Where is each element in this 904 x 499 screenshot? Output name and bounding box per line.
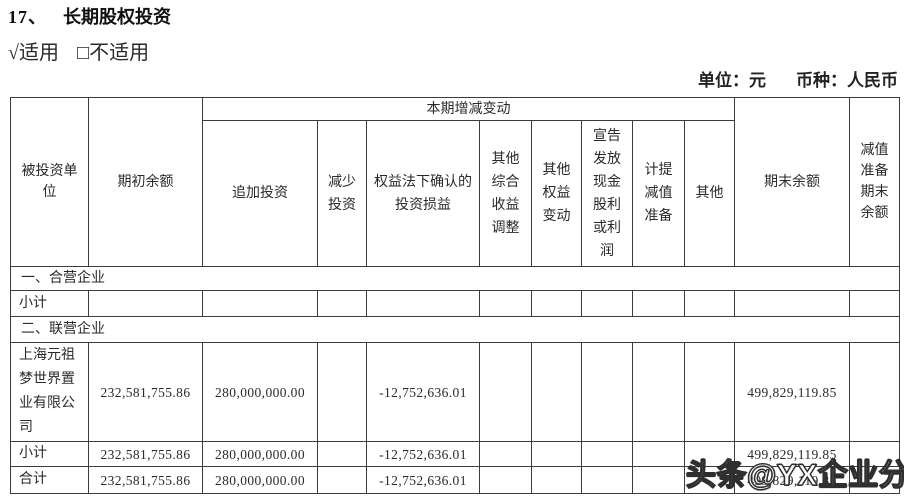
jv-subtotal-impairment-closing bbox=[849, 290, 900, 317]
company-other bbox=[684, 342, 735, 442]
company-closing-balance: 499,829,119.85 bbox=[734, 342, 850, 442]
jv-subtotal-label: 小计 bbox=[10, 290, 89, 317]
watermark: 头条@YX企业分析 bbox=[685, 458, 904, 492]
section-row-associates: 二、联营企业 bbox=[10, 316, 900, 343]
grand-total-other-equity-change bbox=[531, 466, 582, 494]
header-period-changes-group: 本期增减变动 bbox=[202, 97, 735, 121]
grand-total-declared-dividends bbox=[581, 466, 633, 494]
jv-subtotal-impairment-provision bbox=[632, 290, 685, 317]
grand-total-equity-method-pl: -12,752,636.01 bbox=[366, 466, 480, 494]
header-closing-balance: 期末余额 bbox=[734, 97, 850, 267]
associate-subtotal-additional-investment: 280,000,000.00 bbox=[202, 441, 318, 467]
long-term-equity-investment-table: 被投资单位 期初余额 本期增减变动 期末余额 减值准备期末余额 追加投资 减少投… bbox=[10, 97, 900, 494]
grand-total-oci-adjustment bbox=[479, 466, 532, 494]
jv-subtotal-declared-dividends bbox=[581, 290, 633, 317]
header-declared-dividends: 宣告发放现金股利或利润 bbox=[581, 120, 633, 267]
grand-total-label: 合计 bbox=[10, 466, 89, 494]
associate-subtotal-impairment-closing bbox=[849, 441, 900, 467]
currency-label: 币种：人民币 bbox=[796, 71, 898, 90]
associate-subtotal-impairment-provision bbox=[632, 441, 685, 467]
company-oci-adjustment bbox=[479, 342, 532, 442]
jv-subtotal-closing-balance bbox=[734, 290, 850, 317]
not-applicable-option: □不适用 bbox=[76, 42, 150, 64]
grand-total-impairment-provision bbox=[632, 466, 685, 494]
jv-subtotal-other-equity-change bbox=[531, 290, 582, 317]
jv-subtotal-reduced-investment bbox=[317, 290, 367, 317]
header-reduced-investment: 减少投资 bbox=[317, 120, 367, 267]
associate-subtotal-label: 小计 bbox=[10, 441, 89, 467]
company-name: 上海元祖梦世界置业有限公司 bbox=[10, 342, 89, 442]
company-additional-investment: 280,000,000.00 bbox=[202, 342, 318, 442]
associate-subtotal-opening-balance: 232,581,755.86 bbox=[88, 441, 203, 467]
associate-subtotal-declared-dividends bbox=[581, 441, 633, 467]
grand-total-impairment-closing bbox=[849, 466, 900, 494]
applicability-line: √适用 □不适用 bbox=[8, 36, 149, 65]
company-declared-dividends bbox=[581, 342, 633, 442]
grand-total-other bbox=[684, 466, 735, 494]
table-row-associate-subtotal: 小计 232,581,755.86 280,000,000.00 -12,752… bbox=[10, 441, 900, 467]
company-impairment-provision bbox=[632, 342, 685, 442]
applicable-checked-option: √适用 bbox=[8, 42, 59, 64]
header-oci-adjustment: 其他综合收益调整 bbox=[479, 120, 532, 267]
company-other-equity-change bbox=[531, 342, 582, 442]
section-number: 17、 bbox=[8, 7, 47, 27]
associate-subtotal-equity-method-pl: -12,752,636.01 bbox=[366, 441, 480, 467]
company-equity-method-pl: -12,752,636.01 bbox=[366, 342, 480, 442]
grand-total-additional-investment: 280,000,000.00 bbox=[202, 466, 318, 494]
header-invested-entity: 被投资单位 bbox=[10, 97, 89, 267]
company-opening-balance: 232,581,755.86 bbox=[88, 342, 203, 442]
grand-total-opening-balance: 232,581,755.86 bbox=[88, 466, 203, 494]
jv-subtotal-oci-adjustment bbox=[479, 290, 532, 317]
table-row-associate-company: 上海元祖梦世界置业有限公司 232,581,755.86 280,000,000… bbox=[10, 342, 900, 442]
header-equity-method-pl: 权益法下确认的投资损益 bbox=[366, 120, 480, 267]
jv-subtotal-additional-investment bbox=[202, 290, 318, 317]
company-impairment-closing bbox=[849, 342, 900, 442]
header-impairment-provision: 计提减值准备 bbox=[632, 120, 685, 267]
section-label-joint-ventures: 一、合营企业 bbox=[10, 266, 900, 291]
associate-subtotal-other-equity-change bbox=[531, 441, 582, 467]
unit-label: 单位：元 bbox=[698, 71, 766, 90]
header-other-equity-change: 其他权益变动 bbox=[531, 120, 582, 267]
associate-subtotal-reduced-investment bbox=[317, 441, 367, 467]
section-row-joint-ventures: 一、合营企业 bbox=[10, 266, 900, 291]
header-additional-investment: 追加投资 bbox=[202, 120, 318, 267]
section-title-text: 长期股权投资 bbox=[63, 7, 171, 27]
company-reduced-investment bbox=[317, 342, 367, 442]
section-title: 17、 长期股权投资 bbox=[8, 3, 171, 29]
jv-subtotal-other bbox=[684, 290, 735, 317]
grand-total-reduced-investment bbox=[317, 466, 367, 494]
header-other: 其他 bbox=[684, 120, 735, 267]
header-impairment-closing-balance: 减值准备期末余额 bbox=[849, 97, 900, 267]
header-opening-balance: 期初余额 bbox=[88, 97, 203, 267]
grand-total-closing-balance: 499,829,119.85 bbox=[734, 466, 850, 494]
section-label-associates: 二、联营企业 bbox=[10, 316, 900, 343]
table-row-jv-subtotal: 小计 bbox=[10, 290, 900, 317]
jv-subtotal-opening-balance bbox=[88, 290, 203, 317]
jv-subtotal-equity-method-pl bbox=[366, 290, 480, 317]
unit-currency-line: 单位：元 币种：人民币 bbox=[698, 66, 898, 91]
table-row-grand-total: 合计 232,581,755.86 280,000,000.00 -12,752… bbox=[10, 466, 900, 494]
associate-subtotal-oci-adjustment bbox=[479, 441, 532, 467]
